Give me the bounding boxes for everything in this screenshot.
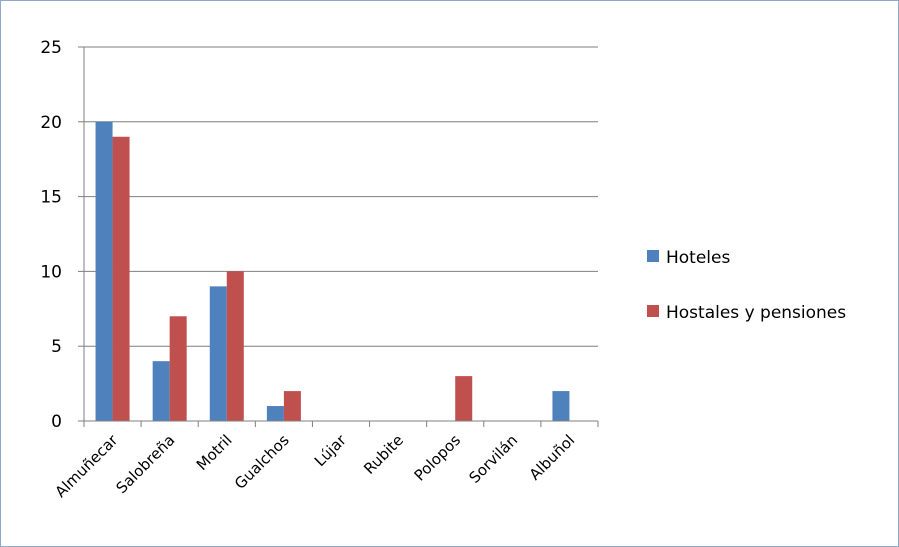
axes	[78, 46, 599, 427]
legend-swatch-hostales	[647, 305, 659, 317]
bar-hostales-2	[226, 271, 244, 421]
bar-hostales-6	[455, 376, 473, 421]
legend-label-hoteles: Hoteles	[666, 248, 730, 268]
gridlines	[84, 46, 598, 347]
x-tick-label: Motril	[193, 431, 236, 474]
y-tick-labels: 0 5 10 15 20 25	[40, 38, 62, 432]
bar-hostales-1	[169, 316, 187, 421]
y-tick-label: 0	[51, 412, 62, 432]
legend-swatch-hoteles	[647, 250, 659, 262]
x-tick-label: Sorvilán	[465, 431, 521, 487]
bar-hostales-0	[112, 136, 130, 421]
legend: Hoteles Hostales y pensiones	[647, 248, 846, 323]
y-tick-label: 20	[40, 113, 62, 133]
bar-hoteles-0	[95, 121, 113, 422]
bar-hoteles-8	[552, 391, 570, 421]
y-tick-label: 10	[40, 262, 62, 282]
bar-hoteles-2	[209, 286, 227, 421]
x-tick-label: Gualchos	[231, 431, 293, 493]
y-tick-label: 5	[51, 337, 62, 357]
x-tick-label: Polopos	[411, 431, 465, 485]
x-tick-label: Lújar	[311, 431, 351, 471]
x-tick-label: Albuñol	[526, 431, 579, 484]
y-tick-label: 15	[40, 188, 62, 208]
legend-label-hostales: Hostales y pensiones	[666, 303, 846, 323]
bars	[95, 121, 570, 422]
x-tick-label: Almuñecar	[51, 431, 122, 502]
bar-hoteles-3	[266, 406, 284, 421]
bar-hostales-3	[283, 391, 301, 421]
x-tick-label: Salobreña	[112, 431, 178, 497]
bar-hoteles-1	[152, 361, 170, 421]
x-tick-label: Rubite	[360, 431, 407, 478]
y-tick-label: 25	[40, 38, 62, 58]
